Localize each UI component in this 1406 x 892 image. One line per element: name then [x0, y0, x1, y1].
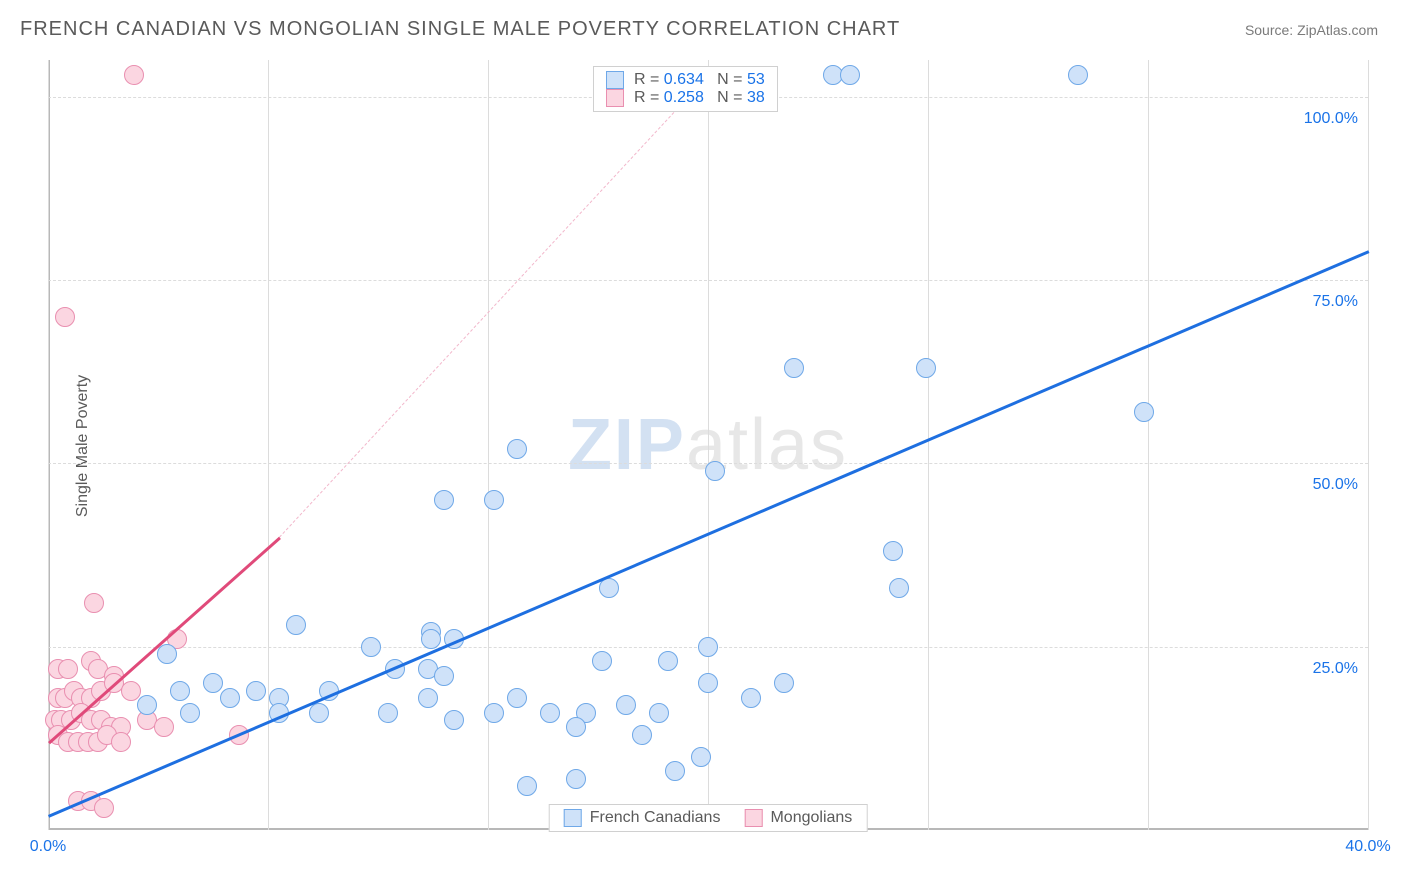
x-tick-label: 40.0%	[1345, 838, 1390, 856]
data-point	[361, 637, 381, 657]
data-point	[889, 578, 909, 598]
data-point	[154, 717, 174, 737]
data-point	[220, 688, 240, 708]
data-point	[566, 769, 586, 789]
data-point	[517, 776, 537, 796]
data-point	[616, 695, 636, 715]
data-point	[111, 732, 131, 752]
data-point	[378, 703, 398, 723]
data-point	[665, 761, 685, 781]
data-point	[309, 703, 329, 723]
data-point	[916, 358, 936, 378]
series-legend: French Canadians Mongolians	[549, 804, 868, 832]
data-point	[774, 673, 794, 693]
y-tick-label: 100.0%	[1304, 110, 1358, 128]
data-point	[566, 717, 586, 737]
legend-item: Mongolians	[744, 809, 852, 827]
data-point	[434, 490, 454, 510]
legend-row: R = 0.258 N = 38	[606, 89, 765, 107]
source-link[interactable]: ZipAtlas.com	[1297, 22, 1378, 38]
data-point	[246, 681, 266, 701]
y-tick-label: 75.0%	[1313, 293, 1358, 311]
data-point	[632, 725, 652, 745]
x-tick-label: 0.0%	[30, 838, 66, 856]
data-point	[540, 703, 560, 723]
data-point	[137, 695, 157, 715]
legend-swatch	[606, 89, 624, 107]
data-point	[94, 798, 114, 818]
scatter-chart: ZIPatlas 25.0%50.0%75.0%100.0%0.0%40.0%R…	[48, 60, 1368, 830]
gridline-v	[1368, 60, 1369, 830]
trend-line	[48, 537, 281, 745]
data-point	[1068, 65, 1088, 85]
data-point	[741, 688, 761, 708]
data-point	[157, 644, 177, 664]
data-point	[286, 615, 306, 635]
data-point	[434, 666, 454, 686]
data-point	[658, 651, 678, 671]
correlation-legend: R = 0.634 N = 53R = 0.258 N = 38	[593, 66, 778, 112]
source-label: Source:	[1245, 22, 1297, 38]
data-point	[421, 629, 441, 649]
legend-row: R = 0.634 N = 53	[606, 71, 765, 89]
y-tick-label: 25.0%	[1313, 660, 1358, 678]
data-point	[784, 358, 804, 378]
data-point	[444, 710, 464, 730]
plot-area: ZIPatlas 25.0%50.0%75.0%100.0%0.0%40.0%R…	[48, 60, 1368, 830]
gridline-v	[708, 60, 709, 830]
legend-label: Mongolians	[770, 809, 852, 827]
data-point	[691, 747, 711, 767]
data-point	[203, 673, 223, 693]
gridline-v	[928, 60, 929, 830]
legend-swatch	[606, 71, 624, 89]
data-point	[180, 703, 200, 723]
data-point	[121, 681, 141, 701]
data-point	[58, 659, 78, 679]
data-point	[649, 703, 669, 723]
source-credit: Source: ZipAtlas.com	[1245, 22, 1378, 38]
data-point	[484, 703, 504, 723]
data-point	[698, 637, 718, 657]
data-point	[698, 673, 718, 693]
legend-item: French Canadians	[564, 809, 721, 827]
data-point	[1134, 402, 1154, 422]
data-point	[840, 65, 860, 85]
legend-swatch	[564, 809, 582, 827]
data-point	[592, 651, 612, 671]
legend-label: French Canadians	[590, 809, 721, 827]
data-point	[124, 65, 144, 85]
data-point	[484, 490, 504, 510]
chart-title: FRENCH CANADIAN VS MONGOLIAN SINGLE MALE…	[20, 18, 900, 41]
y-tick-label: 50.0%	[1313, 476, 1358, 494]
data-point	[170, 681, 190, 701]
data-point	[84, 593, 104, 613]
gridline-v	[1148, 60, 1149, 830]
data-point	[883, 541, 903, 561]
data-point	[55, 307, 75, 327]
trend-line	[279, 75, 709, 538]
data-point	[507, 688, 527, 708]
data-point	[705, 461, 725, 481]
legend-swatch	[744, 809, 762, 827]
data-point	[507, 439, 527, 459]
data-point	[418, 688, 438, 708]
